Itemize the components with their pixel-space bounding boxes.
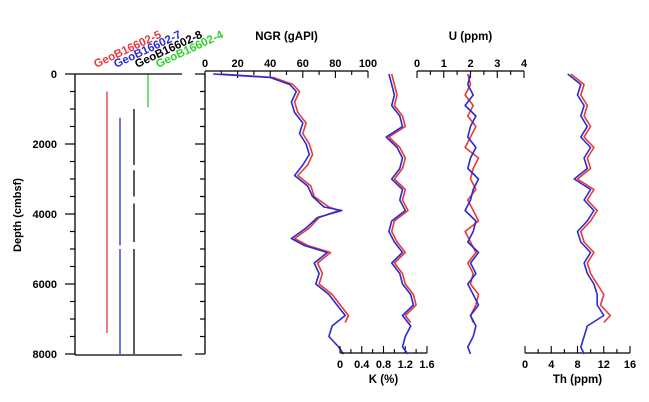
panel-k-tick-label: 0.4: [354, 359, 370, 371]
panel-u-axis-title: U (ppm): [449, 31, 493, 43]
panel-ngr-series-blue-line: [213, 73, 347, 355]
panel-u-tick-label: 0: [414, 58, 420, 70]
panel-ngr-tick-label: 0: [202, 58, 208, 70]
panel-ngr-tick-label: 100: [359, 58, 377, 70]
depth-axis: 0 2000 4000 6000 8000 Depth (cmbsf): [12, 69, 76, 361]
panel-k: 0 0.4 0.8 1.2 1.6 K (%): [337, 73, 435, 386]
panel-u: 0 1 2 3 4 U (ppm): [414, 31, 528, 355]
depth-tick-label: 0: [51, 69, 57, 81]
depth-axis-title: Depth (cmbsf): [12, 178, 24, 252]
panel-th-tick-label: 4: [548, 359, 555, 371]
panel-u-tick-label: 1: [441, 58, 447, 70]
panel-u-tick-label: 2: [467, 58, 473, 70]
panel-ngr-tick-label: 80: [329, 58, 341, 70]
panel-th-tick-label: 12: [598, 359, 610, 371]
panel-th-series-red-line: [570, 73, 612, 324]
panel-k-series-blue-line: [385, 73, 415, 355]
panel-th-tick-label: 8: [574, 359, 580, 371]
panel-ngr-tick-label: 40: [264, 58, 276, 70]
panel-th-series-blue-line: [567, 73, 605, 355]
hole-coverage: [75, 73, 182, 356]
panel-u-tick-label: 4: [521, 58, 528, 70]
panel-u-tick-label: 3: [494, 58, 500, 70]
panel-ngr-tick-label: 60: [297, 58, 309, 70]
panel-k-tick-label: 0.8: [376, 359, 391, 371]
depth-tick-label: 6000: [33, 279, 57, 291]
panel-k-tick-label: 0: [337, 359, 343, 371]
panel-th-tick-label: 0: [522, 359, 528, 371]
depth-tick-label: 4000: [33, 209, 57, 221]
panel-k-tick-label: 1.6: [419, 359, 434, 371]
panel-ngr: 0 20 40 60 80 100 NGR (gAPI): [202, 31, 377, 355]
panel-th: 0 4 8 12 16 Th (ppm): [522, 73, 636, 386]
panel-th-tick-label: 16: [624, 359, 636, 371]
depth-tick-label: 2000: [33, 139, 57, 151]
panel-th-axis-title: Th (ppm): [553, 374, 602, 386]
panel-k-series-red-line: [388, 73, 417, 323]
panel-u-series-red-line: [464, 73, 480, 323]
panel-u-series-blue-line: [464, 73, 480, 355]
panel-k-tick-label: 1.2: [398, 359, 413, 371]
panel-ngr-series-red-line: [221, 73, 350, 323]
panel-ngr-tick-label: 20: [231, 58, 243, 70]
panel-ngr-axis-title: NGR (gAPI): [255, 31, 318, 43]
panel-k-axis-title: K (%): [369, 374, 399, 386]
depth-tick-label: 8000: [33, 349, 57, 361]
